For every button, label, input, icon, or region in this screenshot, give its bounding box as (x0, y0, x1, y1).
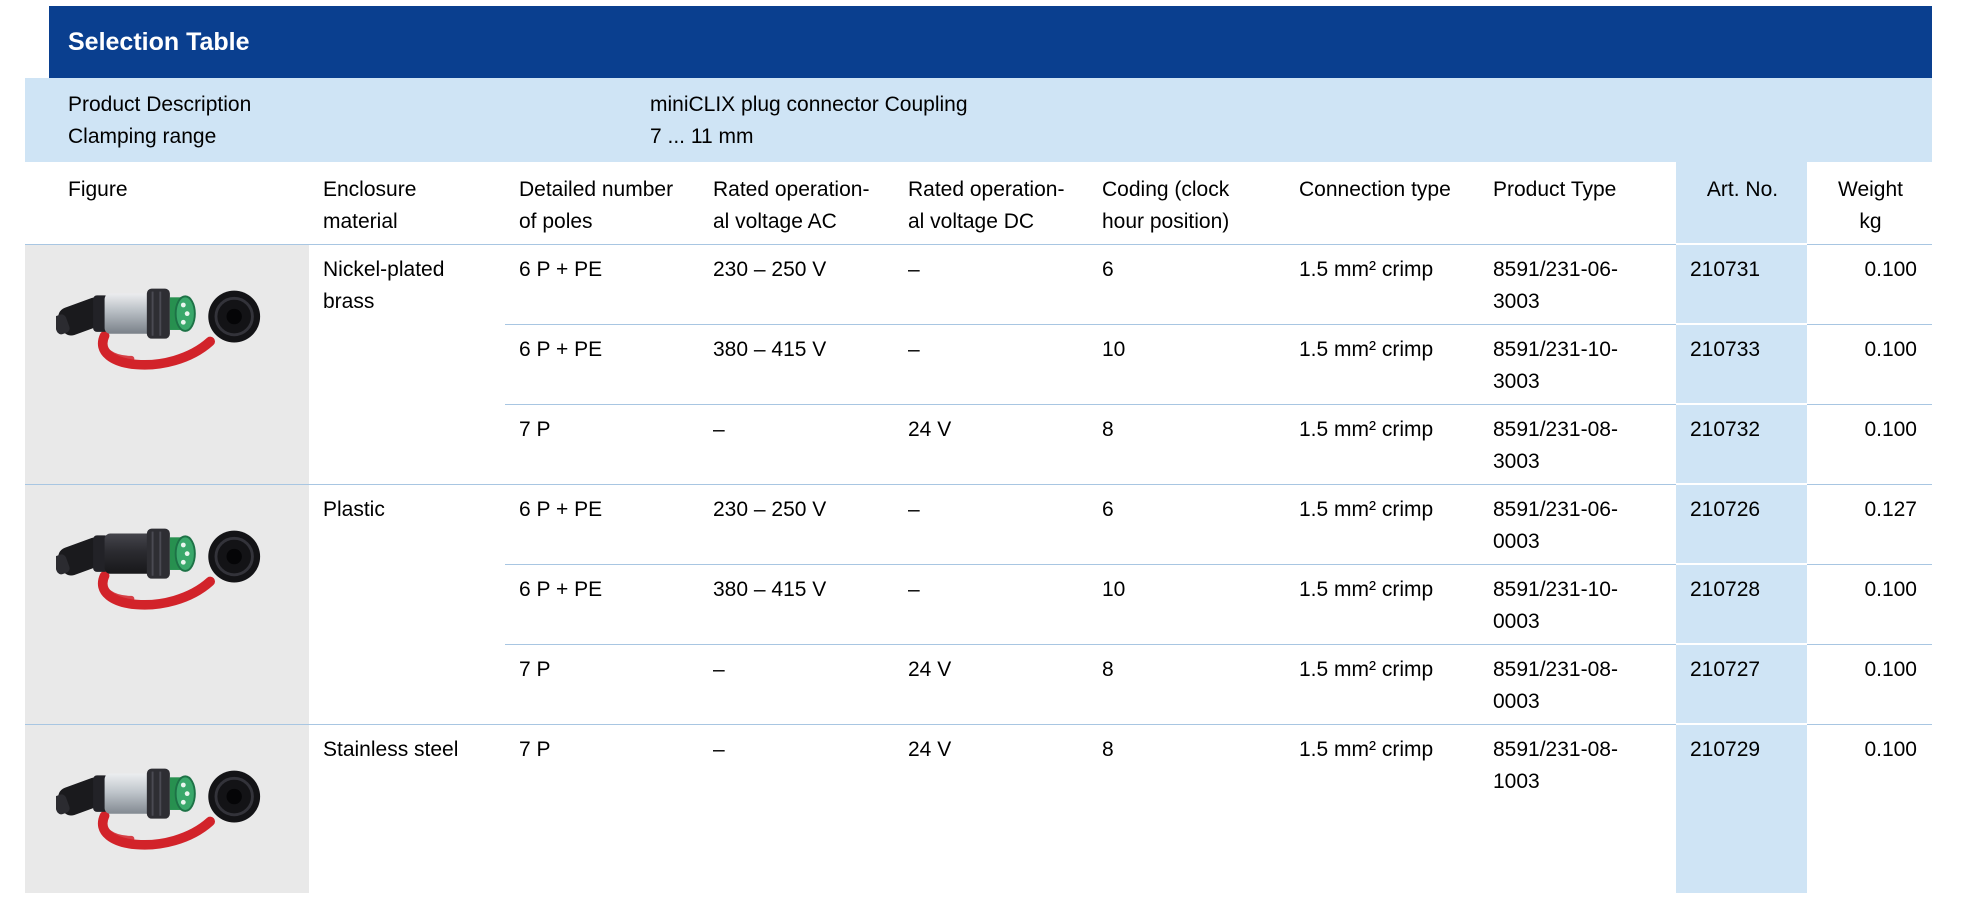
column-header-material: Enclosure material (323, 178, 417, 233)
clamping-range-value: 7 ... 11 mm (650, 125, 754, 148)
coding-cell: 8 (1088, 403, 1285, 484)
table-row: Plastic 6 P + PE 230 – 250 V –6 1.5 mm² crim… (25, 483, 1932, 724)
poles-cell: 7 P (505, 403, 699, 484)
product-photo-stainless-steel (53, 768, 261, 850)
art-no-cell: 210728 (1676, 563, 1807, 644)
coding-cell: 10 (1088, 323, 1285, 404)
coding-cell: 8 (1088, 723, 1285, 893)
connection-cell: 1.5 mm² crimp (1285, 243, 1479, 324)
coding-cell: 6 (1088, 483, 1285, 564)
table-header: Figure Enclosure material Detailed number … (25, 162, 1932, 244)
weight-cell: 0.100 (1807, 563, 1932, 644)
figure-cell-stainless-steel (25, 723, 309, 893)
voltage-dc-cell: 24 V (894, 403, 1088, 484)
voltage-dc-cell: – (894, 483, 1088, 564)
art-no-cell: 210726 (1676, 483, 1807, 564)
column-header-art_no: Art. No. (1676, 162, 1807, 244)
art-no-cell: 210732 (1676, 403, 1807, 484)
art-no-cell: 210731 (1676, 243, 1807, 324)
product-type-cell: 8591/231-10- 3003 (1479, 323, 1676, 404)
voltage-dc-cell: – (894, 323, 1088, 404)
weight-cell: 0.100 (1807, 323, 1932, 404)
coding-cell: 8 (1088, 643, 1285, 724)
column-header-coding: Coding (clock hour position) (1102, 178, 1230, 233)
section-title-bar: Selection Table (49, 6, 1932, 78)
poles-cell: 7 P (505, 643, 699, 724)
enclosure-material-cell: Nickel-plated brass (309, 243, 505, 484)
product-type-cell: 8591/231-08- 1003 (1479, 723, 1676, 893)
table-row: Stainless steel 7 P –24 V 8 1.5 mm² crimp 859… (25, 723, 1932, 893)
poles-cell: 6 P + PE (505, 243, 699, 324)
voltage-ac-cell: – (699, 403, 894, 484)
datasheet-section: Selection Table Product Description Clam… (25, 6, 1932, 893)
table-body: Nickel-plated brass 6 P + PE 230 – 250 V –6… (25, 243, 1932, 893)
table-row: Nickel-plated brass 6 P + PE 230 – 250 V –6… (25, 243, 1932, 484)
art-no-cell: 210729 (1676, 723, 1807, 893)
product-description-label: Product Description (68, 93, 252, 116)
connection-cell: 1.5 mm² crimp (1285, 483, 1479, 564)
voltage-ac-cell: – (699, 643, 894, 724)
table-row: 7 P –24 V 8 1.5 mm² crimp 8591/231-08- 0003 2… (25, 643, 1932, 724)
weight-cell: 0.127 (1807, 483, 1932, 564)
table-header-row: Figure Enclosure material Detailed number … (25, 162, 1932, 244)
table-row: 6 P + PE 380 – 415 V –10 1.5 mm² crimp 8591/… (25, 563, 1932, 644)
weight-cell: 0.100 (1807, 723, 1932, 893)
table-row: 7 P –24 V 8 1.5 mm² crimp 8591/231-08- 3003 2… (25, 403, 1932, 484)
voltage-ac-cell: 380 – 415 V (699, 563, 894, 644)
product-description-value: miniCLIX plug connector Coupling (650, 93, 968, 116)
figure-cell-nickel-plated-brass (25, 243, 309, 484)
clamping-range-label: Clamping range (68, 125, 217, 148)
poles-cell: 7 P (505, 723, 699, 893)
voltage-ac-cell: 230 – 250 V (699, 243, 894, 324)
connection-cell: 1.5 mm² crimp (1285, 323, 1479, 404)
column-header-voltage_dc: Rated operation- al voltage DC (908, 178, 1065, 233)
voltage-ac-cell: – (699, 723, 894, 893)
product-type-cell: 8591/231-10- 0003 (1479, 563, 1676, 644)
figure-cell-plastic (25, 483, 309, 724)
product-type-cell: 8591/231-06- 3003 (1479, 243, 1676, 324)
weight-cell: 0.100 (1807, 403, 1932, 484)
weight-cell: 0.100 (1807, 643, 1932, 724)
section-title: Selection Table (68, 27, 250, 56)
selection-table: Figure Enclosure material Detailed number … (25, 162, 1932, 893)
art-no-cell: 210727 (1676, 643, 1807, 724)
product-type-cell: 8591/231-06- 0003 (1479, 483, 1676, 564)
column-header-poles: Detailed number of poles (519, 178, 674, 233)
poles-cell: 6 P + PE (505, 483, 699, 564)
connection-cell: 1.5 mm² crimp (1285, 643, 1479, 724)
connection-cell: 1.5 mm² crimp (1285, 403, 1479, 484)
coding-cell: 6 (1088, 243, 1285, 324)
voltage-ac-cell: 380 – 415 V (699, 323, 894, 404)
product-type-cell: 8591/231-08- 0003 (1479, 643, 1676, 724)
art-no-cell: 210733 (1676, 323, 1807, 404)
voltage-dc-cell: 24 V (894, 643, 1088, 724)
weight-cell: 0.100 (1807, 243, 1932, 324)
voltage-dc-cell: – (894, 243, 1088, 324)
column-header-connection: Connection type (1299, 178, 1451, 201)
product-type-cell: 8591/231-08- 3003 (1479, 403, 1676, 484)
product-info-values: miniCLIX plug connector Coupling 7 ... 1… (650, 89, 968, 162)
enclosure-material-cell: Plastic (309, 483, 505, 724)
poles-cell: 6 P + PE (505, 563, 699, 644)
product-info-band: Product Description Clamping range miniC… (25, 78, 1932, 162)
column-header-voltage_ac: Rated operation- al voltage AC (713, 178, 870, 233)
table-row: 6 P + PE 380 – 415 V –10 1.5 mm² crimp 8591/… (25, 323, 1932, 404)
coding-cell: 10 (1088, 563, 1285, 644)
connection-cell: 1.5 mm² crimp (1285, 723, 1479, 893)
voltage-dc-cell: – (894, 563, 1088, 644)
column-header-weight: Weight kg (1838, 178, 1903, 233)
voltage-ac-cell: 230 – 250 V (699, 483, 894, 564)
connection-cell: 1.5 mm² crimp (1285, 563, 1479, 644)
enclosure-material-cell: Stainless steel (309, 723, 505, 893)
product-photo-plastic (53, 528, 261, 610)
product-info-labels: Product Description Clamping range (68, 89, 650, 162)
voltage-dc-cell: 24 V (894, 723, 1088, 893)
product-photo-nickel-plated-brass (53, 288, 261, 370)
poles-cell: 6 P + PE (505, 323, 699, 404)
column-header-product_type: Product Type (1493, 178, 1617, 201)
column-header-figure: Figure (68, 178, 128, 201)
